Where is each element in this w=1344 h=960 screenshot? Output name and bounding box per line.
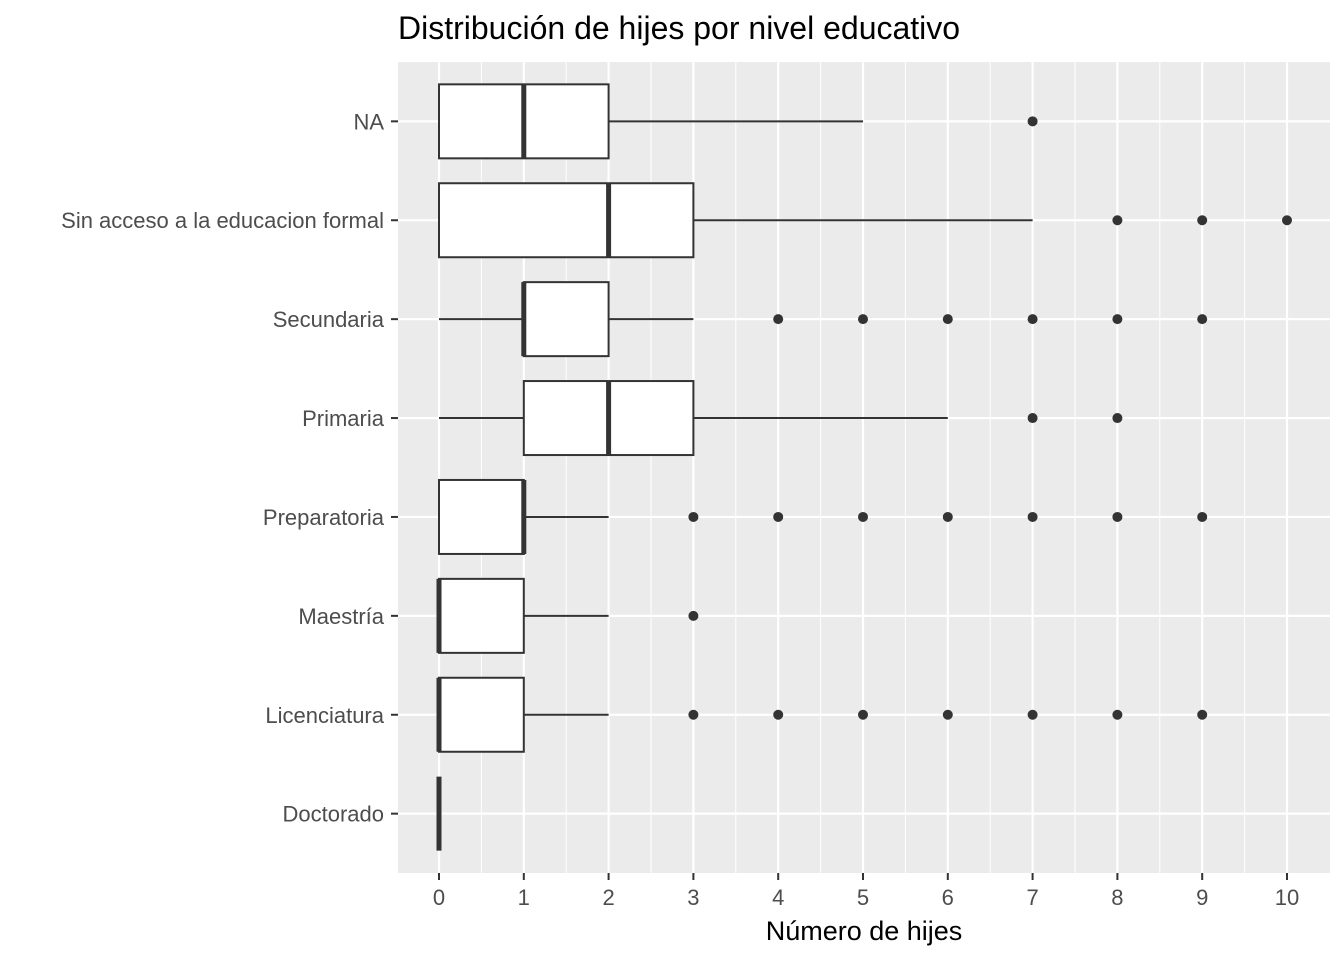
x-tick-label: 8 — [1111, 885, 1123, 910]
outlier-point — [1027, 413, 1038, 424]
y-axis: NA Sin acceso a la educacion formal Secund… — [61, 109, 398, 827]
iqr-box — [438, 577, 525, 654]
x-tick-label: 4 — [772, 885, 784, 910]
chart-title: Distribución de hijes por nivel educativ… — [398, 10, 961, 46]
outlier-point — [1282, 215, 1292, 226]
outlier-point — [773, 511, 784, 522]
outlier-point — [942, 314, 953, 325]
outlier-point — [1197, 314, 1208, 325]
box-group — [436, 676, 1208, 753]
outlier-point — [1197, 511, 1208, 522]
outlier-point — [858, 511, 868, 522]
x-tick-label: 10 — [1275, 885, 1299, 910]
x-tick-label: 6 — [942, 885, 954, 910]
outlier-point — [773, 314, 784, 325]
outlier-point — [1112, 314, 1123, 325]
box-group — [438, 182, 1292, 259]
outlier-point — [858, 709, 868, 720]
iqr-box — [438, 676, 525, 753]
outlier-point — [858, 314, 868, 325]
y-tick-label: Doctorado — [282, 802, 384, 827]
x-tick-label: 7 — [1026, 885, 1038, 910]
outlier-point — [1027, 314, 1038, 325]
y-tick-label: Licenciatura — [265, 703, 384, 728]
box-group — [439, 380, 1123, 457]
y-tick-label: Primaria — [302, 406, 385, 431]
outlier-point — [1027, 511, 1038, 522]
outlier-point — [942, 709, 953, 720]
y-tick-label: Preparatoria — [263, 505, 385, 530]
outlier-point — [1112, 215, 1123, 226]
iqr-box — [522, 281, 610, 358]
outlier-point — [1112, 709, 1123, 720]
x-axis: 0 1 2 3 4 5 6 7 8 9 10 — [433, 873, 1299, 910]
x-tick-label: 1 — [518, 885, 530, 910]
outlier-point — [942, 511, 953, 522]
outlier-point — [1027, 116, 1038, 127]
box-group — [438, 83, 1038, 160]
grid-minor — [480, 62, 1246, 873]
boxes-layer — [436, 83, 1292, 851]
y-tick-label: Secundaria — [273, 307, 385, 332]
outlier-point — [773, 709, 784, 720]
box-group — [438, 478, 1208, 555]
x-axis-title: Número de hijes — [766, 916, 963, 946]
outlier-point — [1197, 215, 1208, 226]
outlier-point — [1112, 413, 1123, 424]
outlier-point — [1112, 511, 1123, 522]
x-tick-label: 2 — [602, 885, 614, 910]
iqr-box — [438, 182, 695, 259]
outlier-point — [688, 709, 699, 720]
y-tick-label: NA — [353, 109, 384, 134]
outlier-point — [1197, 709, 1208, 720]
outlier-point — [1027, 709, 1038, 720]
x-tick-label: 9 — [1196, 885, 1208, 910]
box-group — [439, 281, 1208, 358]
outlier-point — [688, 610, 699, 621]
x-tick-label: 0 — [433, 885, 445, 910]
y-tick-label: Maestría — [298, 604, 384, 629]
box-group — [436, 577, 699, 654]
iqr-box — [438, 478, 525, 555]
x-tick-label: 5 — [857, 885, 869, 910]
x-tick-label: 3 — [687, 885, 699, 910]
outlier-point — [688, 511, 699, 522]
y-tick-label: Sin acceso a la educacion formal — [61, 208, 384, 233]
